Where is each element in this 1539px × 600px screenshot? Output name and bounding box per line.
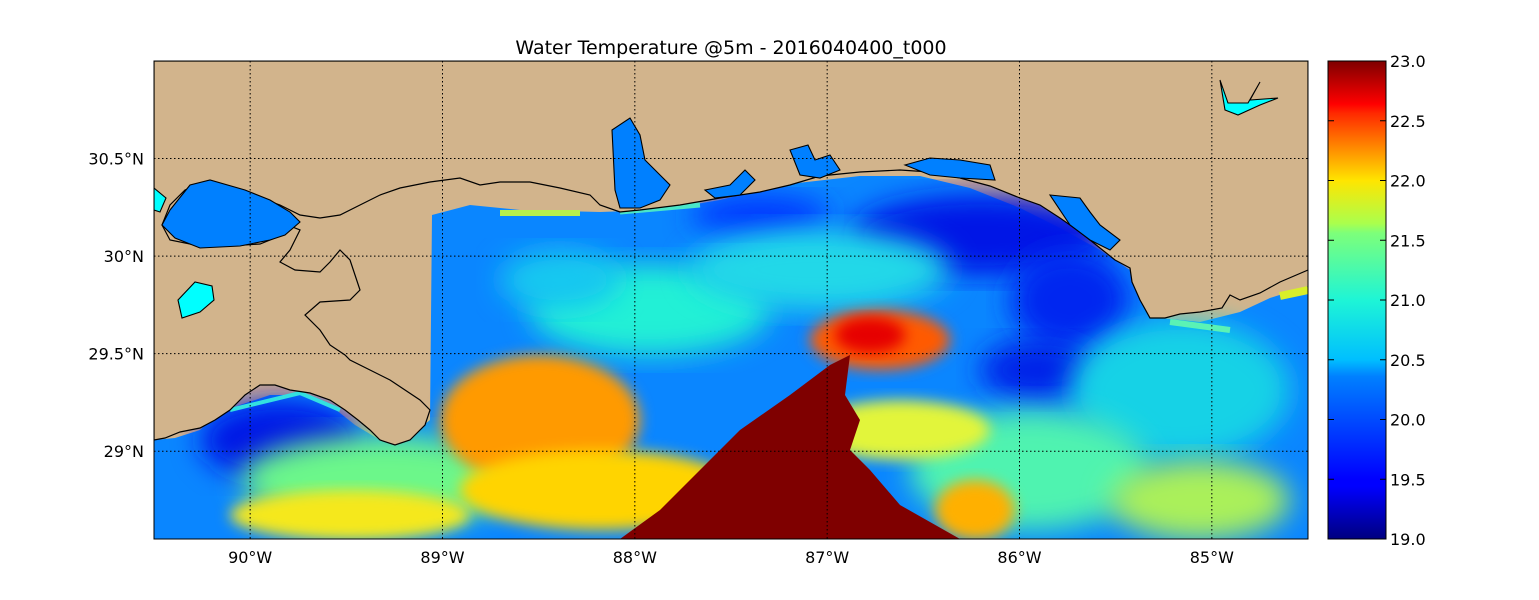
longitude-tick-label: 87°W: [805, 548, 849, 567]
colorbar-gradient: [1327, 60, 1387, 540]
temperature-patterns: [200, 195, 1308, 539]
colorbar-tick-label: 22.0: [1390, 172, 1426, 191]
longitude-tick-label: 85°W: [1190, 548, 1234, 567]
longitude-tick-label: 90°W: [228, 548, 272, 567]
map-title: Water Temperature @5m - 2016040400_t000: [515, 37, 946, 59]
latitude-tick-label: 29.5°N: [88, 345, 144, 364]
map-area: [154, 61, 1308, 539]
colorbar-tick-label: 19.5: [1390, 470, 1426, 489]
colorbar-tick-label: 23.0: [1390, 52, 1426, 71]
map-frame: [153, 60, 1309, 540]
colorbar-tick-label: 20.5: [1390, 351, 1426, 370]
longitude-tick-label: 89°W: [420, 548, 464, 567]
colorbar-tick-label: 21.0: [1390, 291, 1426, 310]
colorbar-ticks: 19.0 19.5 20.0 20.5 21.0 21.5 22.0 22.5 23.0: [1328, 52, 1426, 549]
colorbar-tick-label: 22.5: [1390, 112, 1426, 131]
latitude-tick-label: 29°N: [104, 442, 144, 461]
lakes: [154, 79, 1279, 319]
graticule: [154, 61, 1308, 539]
inland-waters: [161, 117, 1121, 251]
longitude-axis: 90°W 89°W 88°W 87°W 86°W 85°W: [228, 548, 1234, 567]
colorbar-tick-label: 21.5: [1390, 231, 1426, 250]
latitude-axis: 30.5°N 30°N 29.5°N 29°N: [88, 150, 144, 462]
longitude-tick-label: 88°W: [613, 548, 657, 567]
colorbar-tick-label: 19.0: [1390, 530, 1426, 549]
colorbar-tick-label: 20.0: [1390, 411, 1426, 430]
colorbar: 19.0 19.5 20.0 20.5 21.0 21.5 22.0 22.5 23.0: [1327, 52, 1426, 549]
longitude-tick-label: 86°W: [997, 548, 1041, 567]
latitude-tick-label: 30.5°N: [88, 150, 144, 169]
latitude-tick-label: 30°N: [104, 247, 144, 266]
